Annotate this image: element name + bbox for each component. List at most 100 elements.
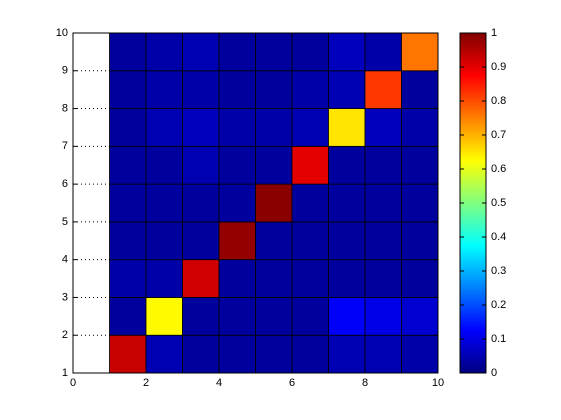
- heatmap-cell: [255, 221, 293, 261]
- heatmap-cell: [109, 334, 147, 374]
- heatmap-cell: [109, 108, 147, 147]
- heatmap-cell: [328, 297, 366, 336]
- colorbar-tick-label: 0.6: [491, 163, 506, 175]
- heatmap-cell: [291, 108, 329, 147]
- heatmap-cell: [364, 183, 402, 223]
- heatmap-cell: [401, 221, 439, 261]
- heatmap-cell: [328, 334, 366, 374]
- y-tick-label: 3: [62, 291, 68, 303]
- heatmap-cell: [291, 32, 329, 72]
- colorbar-tick-label: 0.7: [491, 129, 506, 141]
- heatmap-cell: [328, 70, 366, 109]
- heatmap-cell: [291, 297, 329, 336]
- heatmap-cell: [291, 334, 329, 374]
- heatmap-cell: [182, 183, 220, 223]
- colorbar-tick-label: 0: [491, 367, 497, 379]
- heatmap-cell: [218, 334, 256, 374]
- heatmap-cell: [255, 334, 293, 374]
- y-tick-label: 5: [62, 216, 68, 228]
- heatmap-cell: [182, 108, 220, 147]
- heatmap-cell: [145, 108, 183, 147]
- colorbar-tick-label: 0.4: [491, 231, 506, 243]
- heatmap-cell: [109, 221, 147, 261]
- heatmap-cell: [218, 221, 256, 261]
- x-tick-label: 0: [70, 377, 76, 389]
- y-tick-label: 10: [56, 27, 68, 39]
- heatmap-cell: [145, 221, 183, 261]
- heatmap-cell: [218, 297, 256, 336]
- y-tick-label: 9: [62, 65, 68, 77]
- heatmap-cell: [145, 70, 183, 109]
- heatmap-cell: [109, 145, 147, 185]
- heatmap-cell: [255, 32, 293, 72]
- heatmap-cell: [328, 221, 366, 261]
- heatmap-cell: [291, 145, 329, 185]
- heatmap-cell: [401, 108, 439, 147]
- heatmap-cell: [328, 183, 366, 223]
- x-tick-label: 4: [216, 377, 222, 389]
- heatmap-cell: [218, 145, 256, 185]
- x-tick-label: 8: [362, 377, 368, 389]
- heatmap-cell: [255, 108, 293, 147]
- heatmap-cell: [401, 70, 439, 109]
- heatmap-cell: [109, 259, 147, 298]
- heatmap-cell: [109, 32, 147, 72]
- heatmap-cell: [145, 32, 183, 72]
- heatmap-cell: [401, 32, 439, 72]
- heatmap-cell: [145, 297, 183, 336]
- heatmap-cell: [328, 32, 366, 72]
- heatmap-cell: [364, 145, 402, 185]
- heatmap-cell: [401, 297, 439, 336]
- heatmap-cell: [255, 145, 293, 185]
- axes-box: [72, 32, 439, 374]
- heatmap-cell: [291, 183, 329, 223]
- heatmap-cell: [328, 259, 366, 298]
- heatmap-cell: [364, 259, 402, 298]
- heatmap-cell: [218, 70, 256, 109]
- y-tick-label: 2: [62, 329, 68, 341]
- heatmap-cell: [182, 145, 220, 185]
- colorbar-tick-label: 1: [491, 27, 497, 39]
- heatmap-cell: [255, 183, 293, 223]
- colorbar-tick-label: 0.3: [491, 265, 506, 277]
- heatmap-cell: [255, 70, 293, 109]
- heatmap-cell: [145, 334, 183, 374]
- heatmap-cell: [255, 259, 293, 298]
- heatmap-cell: [218, 108, 256, 147]
- heatmap-cell: [401, 183, 439, 223]
- colorbar-tick-label: 0.5: [491, 197, 506, 209]
- heatmap-cell: [255, 297, 293, 336]
- heatmap-cell: [182, 297, 220, 336]
- heatmap-cell: [364, 70, 402, 109]
- y-tick-label: 7: [62, 140, 68, 152]
- heatmap-cell: [364, 108, 402, 147]
- y-tick-label: 4: [62, 254, 68, 266]
- heatmap-cell: [364, 334, 402, 374]
- heatmap-cell: [401, 259, 439, 298]
- heatmap-cell: [291, 221, 329, 261]
- x-tick-label: 2: [143, 377, 149, 389]
- colorbar-tick-label: 0.9: [491, 61, 506, 73]
- heatmap-cell: [218, 183, 256, 223]
- y-tick-label: 8: [62, 102, 68, 114]
- heatmap-cell: [401, 145, 439, 185]
- heatmap-cell: [109, 297, 147, 336]
- heatmap-cell: [109, 183, 147, 223]
- y-tick-label: 6: [62, 178, 68, 190]
- x-tick-label: 6: [289, 377, 295, 389]
- heatmap-cell: [218, 32, 256, 72]
- heatmap-cell: [145, 145, 183, 185]
- heatmap-cell: [182, 334, 220, 374]
- heatmap-cell: [328, 145, 366, 185]
- heatmap-cell: [401, 334, 439, 374]
- heatmap-cell: [182, 259, 220, 298]
- heatmap-cell: [145, 259, 183, 298]
- colorbar-tick-label: 0.1: [491, 333, 506, 345]
- heatmap-cell: [218, 259, 256, 298]
- colorbar-tick-label: 0.8: [491, 95, 506, 107]
- heatmap-cell: [182, 32, 220, 72]
- heatmap-cell: [182, 70, 220, 109]
- heatmap-cell: [182, 221, 220, 261]
- x-tick-label: 10: [432, 377, 444, 389]
